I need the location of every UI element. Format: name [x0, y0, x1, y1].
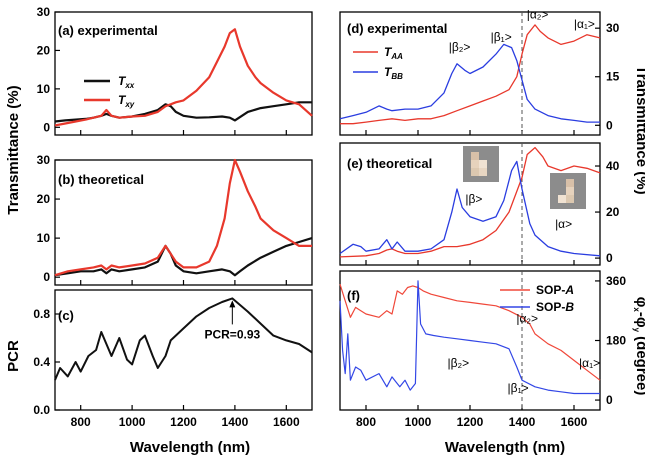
panel-e-ytick-label: 20: [606, 205, 620, 219]
panel-b-ytick-label: 10: [37, 231, 51, 245]
panel-b-ytick-label: 0: [43, 270, 50, 284]
panel-d-series-t-aa: [340, 24, 601, 125]
pcr-y-axis-title: PCR: [5, 340, 22, 372]
panel-f-state-label: |β₂>: [447, 356, 469, 370]
right-x-axis-title: Wavelength (nm): [445, 439, 565, 456]
phase-y-axis-title: φx-φy (degree): [632, 297, 645, 396]
panel-f-xtick-label: 1200: [457, 415, 484, 429]
panel-a-ytick-label: 30: [37, 5, 51, 19]
panel-b-ytick-label: 30: [37, 153, 51, 167]
panel-d-ytick-label: 15: [606, 70, 620, 84]
inset-alpha-structure: [550, 173, 586, 209]
panel-a-ytick-label: 0: [43, 120, 50, 134]
panel-f-xtick-label: 1600: [561, 415, 588, 429]
panel-c-ytick-label: 0.8: [33, 307, 50, 321]
panel-c-series-pcr: [54, 297, 313, 381]
panel-a-title: (a) experimental: [58, 23, 158, 38]
panel-e-series-t-bb: [339, 160, 601, 257]
legend-d-label-tbb: TBB: [384, 65, 403, 81]
panel-d-ytick-label: 30: [606, 21, 620, 35]
panel-f-ytick-label: 180: [606, 334, 626, 348]
panel-c-annotation-arrowhead: [229, 300, 236, 308]
legend-f-label-sopb: SOP-B: [536, 300, 574, 314]
panel-f-ytick-label: 360: [606, 274, 626, 288]
panel-b-title: (b) theoretical: [58, 172, 144, 187]
panel-f-xtick-label: 800: [356, 415, 376, 429]
panel-f-ytick-label: 0: [606, 393, 613, 407]
panel-c-annotation-text: PCR=0.93: [204, 327, 260, 341]
panel-c-xtick-label: 1400: [222, 415, 249, 429]
panel-c-xtick-label: 800: [71, 415, 91, 429]
panel-a-series-t-xy: [54, 28, 313, 127]
panel-e-ytick-label: 40: [606, 159, 620, 173]
panel-d-series-t-bb: [339, 43, 600, 123]
panel-c-xtick-label: 1200: [170, 415, 197, 429]
panel-e-title: (e) theoretical: [347, 156, 432, 171]
panel-b-series-t-xx: [54, 237, 313, 277]
left-x-axis-title: Wavelength (nm): [130, 439, 250, 456]
panel-f-state-label: |α₁>: [579, 356, 600, 370]
panel-a-ytick-label: 20: [37, 43, 51, 57]
panel-c-xtick-label: 1000: [119, 415, 146, 429]
panel-e-state-label: |β>: [465, 192, 482, 206]
panel-e-series-t-aa: [339, 146, 601, 258]
panel-e-state-label: |α>: [555, 217, 572, 231]
panel-d-ytick-label: 0: [606, 118, 613, 132]
panel-d-state-label: |β₁>: [491, 30, 512, 44]
panel-c-ytick-label: 0.0: [33, 403, 50, 417]
panel-a-ytick-label: 10: [37, 82, 51, 96]
legend-a-label-txx: Txx: [118, 74, 135, 90]
panel-f-series-sop-a: [339, 284, 601, 381]
panels-group: 0 10 20 30 0 10 20 30 800 1000 1200 1400 1600 0.0 0.4 0…: [33, 5, 626, 429]
panel-d-state-label: |α₂>: [527, 7, 549, 21]
panel-f-xtick-label: 1000: [405, 415, 432, 429]
panel-c-title: (c): [58, 308, 74, 323]
right-y-axis-title: Transmittance (%): [633, 65, 645, 194]
panel-f-state-label: |α₂>: [516, 311, 538, 325]
legend-a-label-txy: Txy: [118, 93, 135, 109]
panel-e-ytick-label: 0: [606, 251, 613, 265]
panel-b-ytick-label: 20: [37, 192, 51, 206]
inset-beta-structure: [463, 146, 499, 182]
panel-d-state-label: |α₁>: [574, 17, 595, 31]
left-y-axis-title: Transmittance (%): [5, 85, 22, 214]
panel-f-title: (f): [347, 288, 360, 303]
panel-f-state-label: |β₁>: [508, 381, 529, 395]
legend-d-label-taa: TAA: [384, 45, 403, 61]
panel-d-state-label: |β₂>: [449, 40, 471, 54]
panel-f-xtick-label: 1400: [509, 415, 536, 429]
panel-c-frame: [54, 289, 313, 411]
legend-f-label-sopa: SOP-A: [536, 283, 574, 297]
panel-b-series-t-xy: [54, 158, 312, 277]
panel-d-title: (d) experimental: [347, 21, 447, 36]
panel-c-ytick-label: 0.4: [33, 355, 50, 369]
panel-f-series-sop-b: [339, 280, 600, 395]
panel-c-xtick-label: 1600: [273, 415, 300, 429]
